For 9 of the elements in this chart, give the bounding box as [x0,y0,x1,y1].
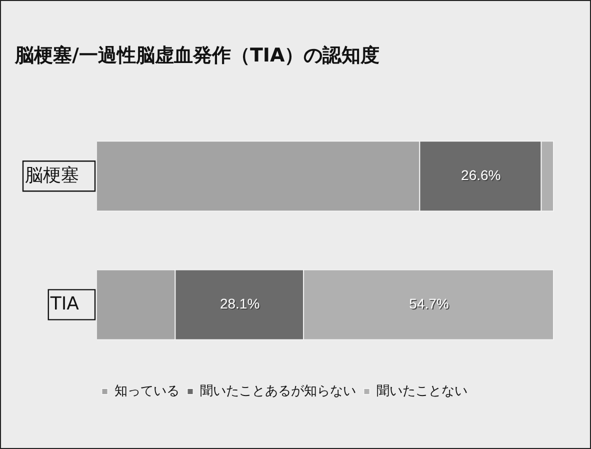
legend-label: 聞いたことあるが知らない [200,384,356,399]
y-tick-label: TIA [49,293,80,314]
data-label: 54.7% [410,296,450,313]
chart-title: 脳梗塞/一過性脳虚血発作（TIA）の認知度 [14,44,380,66]
legend-label: 知っている [114,384,180,399]
data-label: 26.6% [462,168,502,184]
y-tick-label: 脳梗塞 [25,164,79,186]
legend-label: 聞いたことない [376,384,468,399]
data-label: 28.1% [220,296,261,313]
